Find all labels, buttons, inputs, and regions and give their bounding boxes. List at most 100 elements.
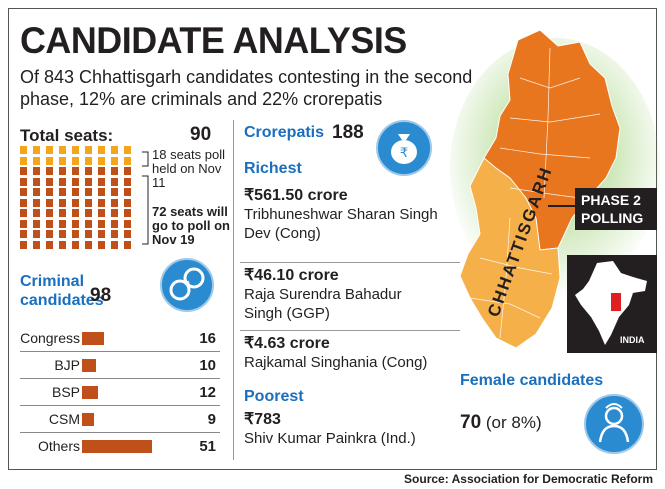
seat-phase2 [33, 209, 40, 217]
richest-name: Tribhuneshwar Sharan Singh Dev (Cong) [244, 206, 438, 242]
seat-phase2 [98, 177, 105, 186]
woman-icon [584, 394, 644, 454]
seat-phase2 [20, 209, 27, 217]
seat-phase2 [59, 230, 66, 238]
seat-phase2 [72, 219, 79, 228]
seat-phase2 [98, 167, 105, 175]
criminal-label-line2: candidates [20, 292, 104, 309]
seat-phase2 [59, 177, 66, 186]
handcuffs-icon [160, 258, 214, 312]
criminal-value: 98 [90, 285, 112, 306]
seat-phase2 [98, 188, 105, 196]
party-name: BJP [54, 357, 80, 373]
seat-phase2 [98, 230, 105, 238]
seat-phase2 [72, 240, 79, 249]
phase2-line1: PHASE 2 [581, 192, 641, 208]
richest-item-1: ₹561.50 crore Tribhuneshwar Sharan Singh… [244, 186, 444, 243]
seat-phase2 [124, 209, 131, 217]
seat-phase1 [98, 156, 105, 165]
india-label: INDIA [620, 335, 645, 345]
seat-phase2 [124, 230, 131, 238]
female-value: 70 [460, 412, 482, 433]
svg-text:₹: ₹ [400, 146, 408, 161]
seat-phase2 [124, 219, 131, 228]
seat-phase2 [72, 209, 79, 217]
divider [240, 262, 460, 263]
seat-phase2 [33, 230, 40, 238]
seat-phase1 [46, 146, 53, 154]
row-divider [20, 351, 220, 352]
seats-note-phase1: 18 seats poll held on Nov 11 [152, 147, 225, 190]
seats-note-phase2: 72 seats will go to poll on Nov 19 [152, 204, 230, 247]
seat-phase2 [72, 188, 79, 196]
poorest-name: Shiv Kumar Painkra (Ind.) [244, 430, 416, 447]
richest-item-3: ₹4.63 crore Rajkamal Singhania (Cong) [244, 334, 444, 372]
seat-phase2 [33, 188, 40, 196]
seat-phase2 [85, 188, 92, 196]
party-bar [82, 440, 152, 453]
poorest-label: Poorest [244, 388, 304, 405]
seat-phase2 [46, 167, 53, 175]
seat-phase2 [111, 240, 118, 249]
seat-phase2 [33, 177, 40, 186]
party-value: 12 [199, 384, 216, 401]
seat-phase2 [85, 177, 92, 186]
seat-phase2 [111, 188, 118, 196]
party-value: 51 [199, 438, 216, 455]
seat-phase2 [124, 240, 131, 249]
party-value: 10 [199, 357, 216, 374]
seat-phase2 [98, 219, 105, 228]
seat-phase2 [72, 230, 79, 238]
column-divider [233, 120, 234, 460]
seat-phase1 [46, 156, 53, 165]
richest-amount: ₹4.63 crore [244, 335, 330, 352]
criminal-label: Criminal candidates [20, 272, 104, 310]
seat-phase2 [72, 167, 79, 175]
seat-phase1 [59, 156, 66, 165]
seat-phase2 [46, 198, 53, 207]
seat-phase1 [98, 146, 105, 154]
seat-bracket [142, 151, 149, 245]
seat-phase2 [85, 230, 92, 238]
seat-phase2 [85, 198, 92, 207]
seat-phase1 [111, 156, 118, 165]
chhattisgarh-map: CHHATTISGARH [450, 29, 660, 349]
female-label: Female candidates [460, 372, 604, 389]
seat-phase2 [111, 177, 118, 186]
party-bar [82, 386, 98, 399]
female-value-group: 70 (or 8%) [460, 412, 542, 434]
seat-phase2 [20, 198, 27, 207]
seat-phase1 [33, 156, 40, 165]
seat-phase2 [85, 167, 92, 175]
seat-phase2 [124, 188, 131, 196]
seat-phase2 [46, 209, 53, 217]
seat-phase2 [124, 198, 131, 207]
subtitle: Of 843 Chhattisgarh candidates contestin… [20, 67, 473, 109]
seat-phase2 [111, 219, 118, 228]
row-divider [20, 378, 220, 379]
seat-phase2 [33, 219, 40, 228]
seat-phase2 [98, 240, 105, 249]
richest-amount: ₹561.50 crore [244, 187, 348, 204]
seat-phase2 [59, 240, 66, 249]
seat-phase1 [20, 146, 27, 154]
richest-name: Rajkamal Singhania (Cong) [244, 354, 428, 371]
criminal-label-line1: Criminal [20, 273, 85, 290]
seat-phase2 [72, 177, 79, 186]
seat-phase1 [124, 146, 131, 154]
seat-phase2 [46, 188, 53, 196]
phase2-callout: PHASE 2 POLLING [575, 188, 657, 230]
seat-phase2 [46, 219, 53, 228]
seat-phase2 [33, 240, 40, 249]
seat-phase2 [111, 198, 118, 207]
frame [8, 8, 657, 470]
seat-phase2 [111, 230, 118, 238]
seat-phase2 [85, 240, 92, 249]
seat-phase2 [72, 198, 79, 207]
seat-phase1 [59, 146, 66, 154]
party-bar [82, 359, 96, 372]
total-seats-label: Total seats: [20, 126, 114, 145]
seat-phase2 [59, 219, 66, 228]
seat-phase2 [20, 230, 27, 238]
